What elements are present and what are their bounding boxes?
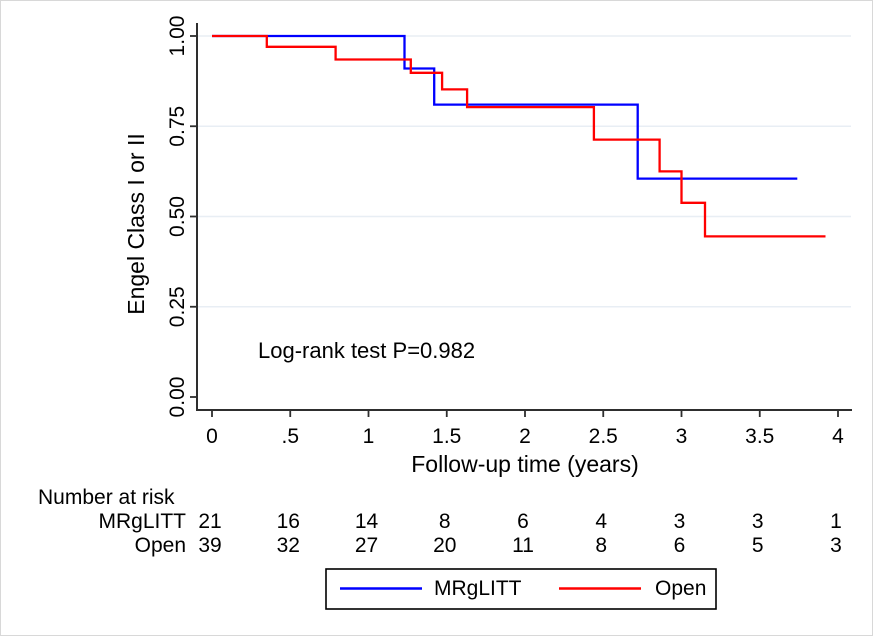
x-tick-label: 0 (206, 425, 218, 448)
risk-count: 6 (674, 534, 686, 557)
risk-count: 6 (517, 510, 529, 533)
risk-count: 27 (355, 534, 378, 557)
gridlines (197, 35, 851, 308)
x-tick-label: 3 (676, 425, 688, 448)
risk-count: 3 (674, 510, 686, 533)
y-tick-label: 0.25 (166, 286, 189, 327)
km-curve-open (212, 34, 826, 238)
risk-count: 1 (830, 510, 842, 533)
legend-label-mrglitt: MRgLITT (434, 577, 522, 600)
risk-count: 4 (595, 510, 607, 533)
x-tick-label: 2 (519, 425, 531, 448)
risk-count: 8 (439, 510, 451, 533)
risk-table-title: Number at risk (38, 486, 175, 509)
x-tick-label: 1 (363, 425, 375, 448)
legend-label-open: Open (655, 577, 706, 600)
legend: MRgLITT Open (325, 568, 717, 610)
logrank-annotation: Log-rank test P=0.982 (258, 338, 475, 363)
axes: 0.00 0.25 0.50 0.75 1.00 0 .5 1 1.5 2 2.5 3 3.5 4 (166, 16, 852, 448)
x-axis-title: Follow-up time (years) (411, 451, 639, 477)
km-curve-mrglitt (212, 34, 798, 180)
y-tick-label: 0.75 (166, 106, 189, 147)
risk-count: 11 (512, 534, 534, 557)
x-tick-label: 2.5 (589, 425, 618, 448)
risk-table: Number at risk MRgLITT Open 21 16 14 8 6 4 3 3 1… (38, 486, 842, 557)
y-tick-label: 0.00 (166, 377, 189, 418)
risk-count: 14 (355, 510, 379, 533)
risk-counts: 21 16 14 8 6 4 3 3 139 32 27 20 11 8 6 5 3 (198, 510, 842, 557)
risk-count: 3 (830, 534, 842, 557)
x-tick-label: 4 (832, 425, 844, 448)
x-tick-label: 1.5 (432, 425, 461, 448)
y-tick-label: 1.00 (166, 16, 189, 57)
risk-count: 16 (277, 510, 300, 533)
risk-count: 5 (752, 534, 764, 557)
risk-count: 21 (198, 510, 221, 533)
risk-row-label-mrglitt: MRgLITT (98, 510, 186, 533)
risk-row-label-open: Open (135, 534, 186, 557)
x-tick-label: 3.5 (745, 425, 774, 448)
x-tick-label: .5 (281, 425, 299, 448)
risk-count: 8 (595, 534, 607, 557)
risk-count: 3 (752, 510, 764, 533)
risk-count: 39 (198, 534, 221, 557)
risk-count: 20 (433, 534, 456, 557)
y-tick-label: 0.50 (166, 196, 189, 237)
km-curves (212, 34, 826, 238)
risk-count: 32 (277, 534, 300, 557)
y-axis-title: Engel Class I or II (123, 133, 149, 315)
